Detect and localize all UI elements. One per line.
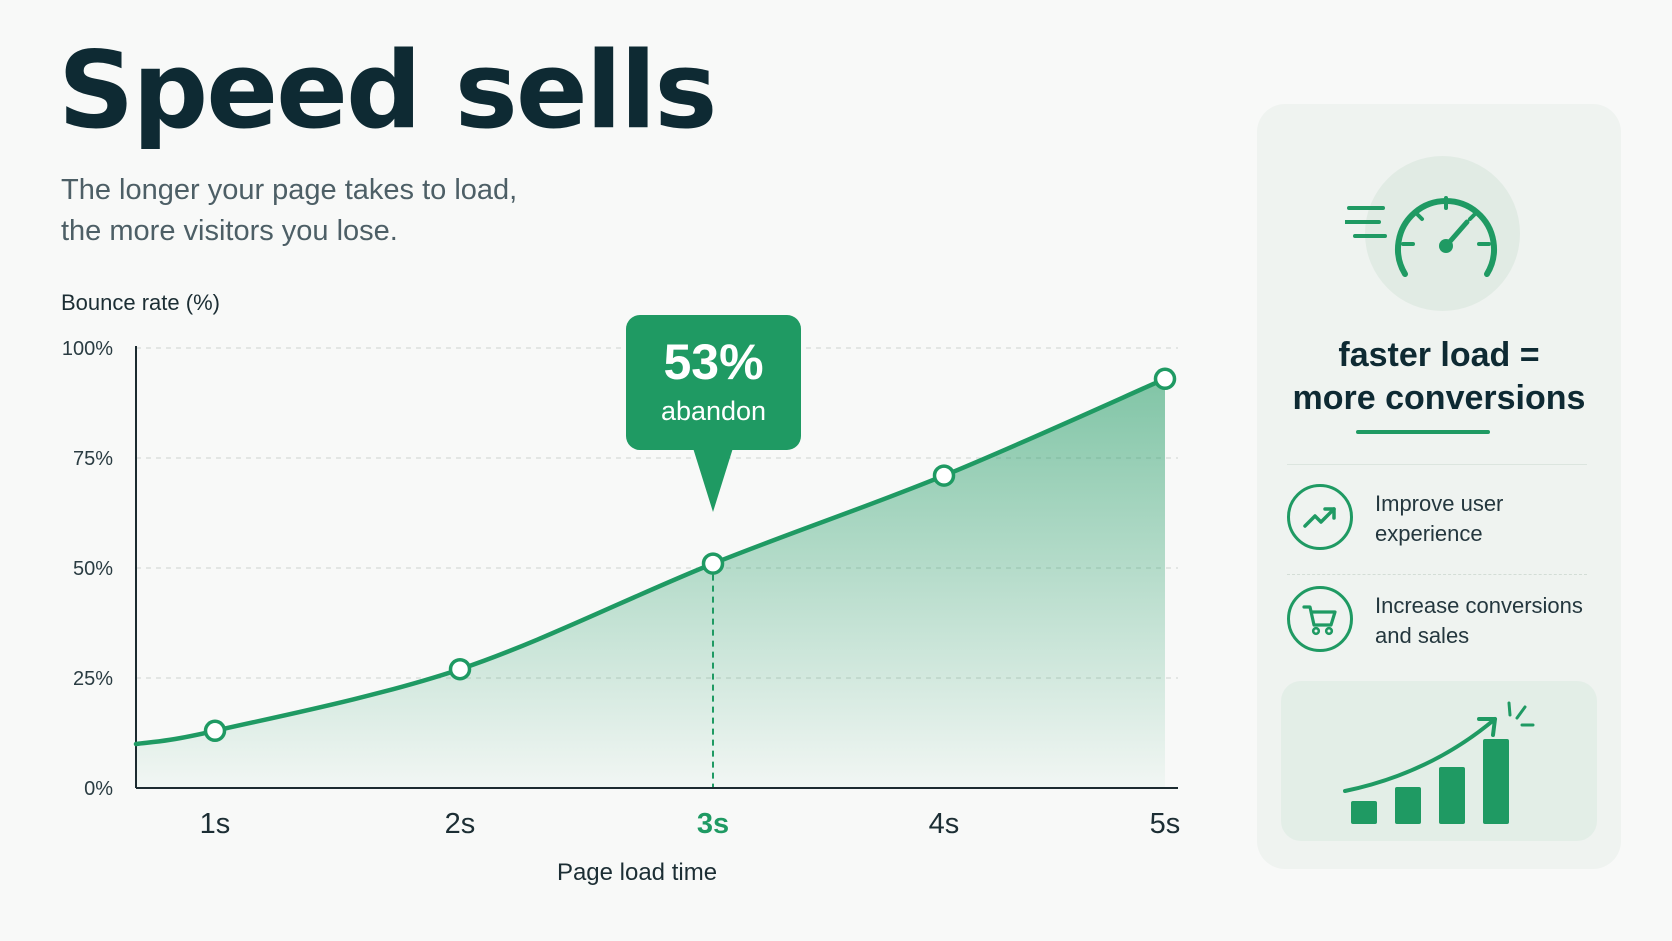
benefit-text: Increase conversions and sales — [1375, 591, 1605, 651]
data-point — [1153, 367, 1177, 391]
growth-bars-icon — [1343, 701, 1535, 824]
growth-illustration — [1281, 681, 1597, 841]
x-axis-label: Page load time — [557, 859, 717, 886]
x-tick-label: 5s — [1150, 808, 1181, 840]
benefit-text-line-1: Improve user — [1375, 491, 1504, 516]
area-fill — [136, 378, 1165, 788]
callout-box — [626, 315, 801, 450]
headline-underline — [1356, 430, 1490, 434]
callout-label: abandon — [661, 396, 766, 426]
side-headline-line-1: faster load = — [1338, 336, 1540, 374]
y-tick-label: 25% — [73, 668, 113, 690]
benefit-divider — [1287, 574, 1587, 575]
benefit-text-line-1: Increase conversions — [1375, 593, 1583, 618]
speedometer-icon — [1345, 196, 1497, 277]
subtitle-line-2: the more visitors you lose. — [61, 215, 398, 247]
y-tick-label: 0% — [84, 778, 113, 800]
benefit-increase-conversions: Increase conversions and sales — [1287, 586, 1607, 656]
x-tick-label: 3s — [697, 808, 729, 840]
bounce-rate-chart: Bounce rate (%) 0% 25% 50% 75% 100% 1s 2s 3s 4s 5s… — [61, 290, 1181, 886]
side-headline-line-2: more conversions — [1292, 379, 1586, 417]
x-tick-label: 4s — [929, 808, 960, 840]
page-subtitle: The longer your page takes to load, the … — [61, 170, 517, 252]
benefit-text-line-2: and sales — [1375, 623, 1470, 648]
data-point — [203, 719, 227, 743]
data-point — [701, 552, 725, 575]
data-point — [932, 464, 956, 487]
subtitle-line-1: The longer your page takes to load, — [61, 174, 518, 206]
callout-value: 53% — [663, 334, 763, 390]
y-tick-label: 100% — [62, 338, 113, 360]
y-axis-label: Bounce rate (%) — [61, 290, 220, 315]
shopping-cart-icon — [1287, 586, 1353, 652]
side-headline: faster load = more conversions — [1257, 334, 1621, 420]
y-tick-label: 50% — [73, 558, 113, 580]
conversion-card: faster load = more conversions Improve u… — [1257, 104, 1621, 869]
series-line — [133, 376, 1168, 747]
section-divider — [1287, 464, 1587, 465]
y-tick-label: 75% — [73, 448, 113, 470]
callout-pointer — [693, 448, 733, 512]
benefit-text: Improve user experience — [1375, 489, 1605, 549]
x-tick-label: 1s — [200, 808, 231, 840]
data-point — [448, 657, 472, 681]
x-tick-label: 2s — [445, 808, 476, 840]
benefit-improve-ux: Improve user experience — [1287, 484, 1607, 554]
benefit-text-line-2: experience — [1375, 521, 1483, 546]
trending-up-icon — [1287, 484, 1353, 550]
page-title: Speed sells — [58, 29, 718, 152]
